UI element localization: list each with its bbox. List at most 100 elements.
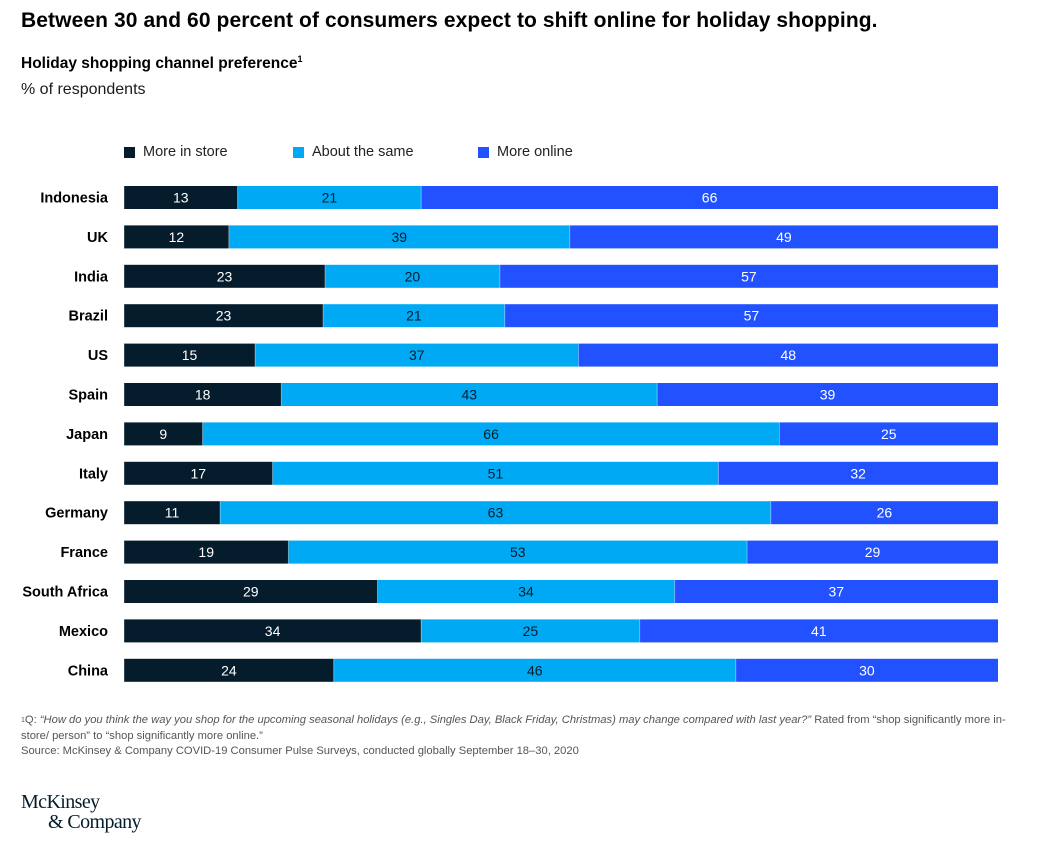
bar-segment-more-in-store-germany <box>124 501 221 525</box>
footnote-question-marker: 1 <box>21 717 25 724</box>
mckinsey-logo: McKinsey & Company <box>21 791 142 833</box>
bar-row-south-africa: South Africa 29 34 37 <box>22 580 998 603</box>
bar-row-japan: Japan 9 66 25 <box>66 422 998 446</box>
category-label-indonesia: Indonesia <box>40 191 109 207</box>
bar-segment-about-the-same-mexico <box>421 619 640 643</box>
category-label-brazil: Brazil <box>69 309 109 325</box>
data-label-more-in-store-mexico: 34 <box>265 623 281 639</box>
bar-segment-more-online-germany <box>770 501 998 525</box>
data-label-more-in-store-germany: 11 <box>165 505 180 521</box>
bar-row-us: US 15 37 48 <box>88 343 998 367</box>
data-label-more-in-store-india: 23 <box>217 268 233 284</box>
data-label-about-the-same-germany: 63 <box>488 505 504 521</box>
legend-swatch-about-the-same <box>293 146 304 158</box>
data-label-about-the-same-china: 46 <box>527 662 543 678</box>
category-label-us: US <box>88 348 108 364</box>
legend-item-about-the-same: About the same <box>293 144 414 160</box>
footnote-source: Source: McKinsey & Company COVID-19 Cons… <box>21 745 579 757</box>
bar-row-italy: Italy 17 51 32 <box>79 461 998 485</box>
category-label-china: China <box>68 663 109 679</box>
category-label-uk: UK <box>87 230 108 246</box>
data-label-more-online-germany: 26 <box>877 505 893 521</box>
legend-item-more-online: More online <box>478 144 573 160</box>
data-label-about-the-same-india: 20 <box>405 268 421 284</box>
chart-title: Between 30 and 60 percent of consumers e… <box>21 9 878 32</box>
data-label-more-in-store-france: 19 <box>198 544 214 560</box>
bar-segment-about-the-same-france <box>288 540 748 564</box>
data-label-about-the-same-spain: 43 <box>461 387 477 403</box>
data-label-more-online-italy: 32 <box>850 465 866 481</box>
data-label-more-online-spain: 39 <box>820 387 836 403</box>
bar-segment-more-online-italy <box>718 461 998 485</box>
bar-segment-more-online-spain <box>657 383 998 406</box>
subtitle-text: Holiday shopping channel preference <box>21 55 298 72</box>
category-label-india: India <box>74 269 109 285</box>
bar-segment-more-in-store-south-africa <box>124 580 378 603</box>
bar-segment-more-online-france <box>747 540 998 564</box>
bar-segment-about-the-same-japan <box>202 422 780 446</box>
data-label-more-in-store-spain: 18 <box>195 387 211 403</box>
bar-segment-more-in-store-italy <box>124 461 273 485</box>
data-label-more-online-mexico: 41 <box>811 623 827 639</box>
legend-swatch-more-online <box>478 146 489 158</box>
legend-label-more-in-store: More in store <box>143 144 228 160</box>
bar-row-indonesia: Indonesia 13 21 66 <box>40 186 998 209</box>
legend-label-more-online: More online <box>497 144 573 160</box>
data-label-about-the-same-italy: 51 <box>488 465 504 481</box>
logo-line-2: & Company <box>48 811 142 833</box>
bar-row-india: India 23 20 57 <box>74 264 998 288</box>
bar-segment-more-in-store-france <box>124 540 289 564</box>
bar-segment-more-online-south-africa <box>674 580 998 603</box>
data-label-more-in-store-us: 15 <box>182 347 198 363</box>
bar-segment-more-online-japan <box>779 422 998 446</box>
category-label-south-africa: South Africa <box>22 585 109 601</box>
data-label-about-the-same-france: 53 <box>510 544 526 560</box>
bar-segment-more-online-uk <box>569 225 998 249</box>
data-label-more-online-indonesia: 66 <box>702 190 718 206</box>
legend-swatch-more-in-store <box>124 146 135 158</box>
chart-unit-label: % of respondents <box>21 81 146 98</box>
bar-segment-more-in-store-japan <box>124 422 203 446</box>
data-label-more-in-store-japan: 9 <box>159 426 167 442</box>
bar-segment-more-online-mexico <box>639 619 998 643</box>
footnote-question: 1Q: “How do you think the way you shop f… <box>21 713 1021 744</box>
bar-segment-about-the-same-spain <box>281 383 658 406</box>
data-label-more-online-france: 29 <box>865 544 881 560</box>
bar-row-germany: Germany 11 63 26 <box>45 501 998 525</box>
footnote-question-text: “How do you think the way you shop for t… <box>39 714 812 726</box>
footnote-marker: 1 <box>297 54 303 64</box>
data-label-more-online-uk: 49 <box>776 229 792 245</box>
category-label-spain: Spain <box>69 388 108 404</box>
legend-item-more-in-store: More in store <box>124 144 228 160</box>
data-label-more-in-store-south-africa: 29 <box>243 584 259 600</box>
data-label-more-online-china: 30 <box>859 662 875 678</box>
bar-segment-more-in-store-china <box>124 658 334 682</box>
data-label-more-online-brazil: 57 <box>744 308 760 324</box>
bar-segment-about-the-same-china <box>333 658 736 682</box>
data-label-more-in-store-china: 24 <box>221 662 237 678</box>
bar-row-china: China 24 46 30 <box>68 658 998 682</box>
legend-label-about-the-same: About the same <box>312 144 414 160</box>
bar-segment-about-the-same-uk <box>228 225 570 249</box>
data-label-more-online-us: 48 <box>780 347 796 363</box>
bar-segment-about-the-same-germany <box>220 501 771 525</box>
data-label-about-the-same-indonesia: 21 <box>322 190 338 206</box>
data-label-more-in-store-brazil: 23 <box>216 308 232 324</box>
bar-segment-more-online-indonesia <box>421 186 998 209</box>
logo-line-1: McKinsey <box>21 791 100 813</box>
bar-segment-about-the-same-italy <box>272 461 719 485</box>
bar-segment-more-in-store-india <box>124 264 326 288</box>
bar-segment-more-online-india <box>499 264 998 288</box>
data-label-about-the-same-japan: 66 <box>483 426 499 442</box>
bar-segment-more-in-store-mexico <box>124 619 422 643</box>
data-label-more-in-store-uk: 12 <box>169 229 185 245</box>
data-label-about-the-same-uk: 39 <box>392 229 408 245</box>
category-label-japan: Japan <box>66 427 108 443</box>
bar-segment-about-the-same-brazil <box>323 304 505 328</box>
bar-segment-about-the-same-india <box>325 264 500 288</box>
data-label-about-the-same-us: 37 <box>409 347 425 363</box>
data-label-more-online-japan: 25 <box>881 426 897 442</box>
data-label-about-the-same-mexico: 25 <box>523 623 539 639</box>
bar-segment-about-the-same-south-africa <box>377 580 675 603</box>
